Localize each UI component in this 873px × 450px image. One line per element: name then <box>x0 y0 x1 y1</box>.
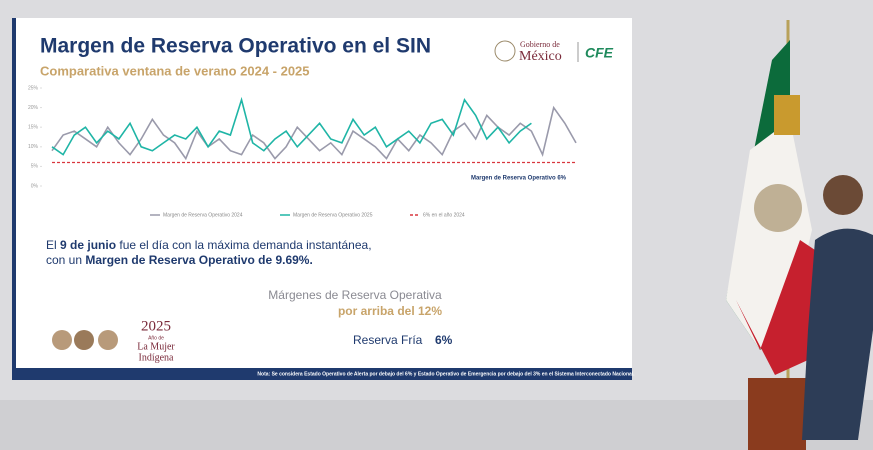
legend-label: Margen de Reserva Operativo 2025 <box>293 212 373 218</box>
body-text: El <box>46 238 60 252</box>
note: Nota: Se considera Estado Operativo de A… <box>257 371 635 377</box>
person-body <box>802 228 873 440</box>
pedestal <box>748 378 806 450</box>
body-text: con un <box>46 253 85 267</box>
series-line <box>51 96 532 156</box>
logo-mexico: México <box>519 49 562 64</box>
badge-year: 2025 <box>141 318 171 334</box>
badge-figure <box>98 330 118 350</box>
badge-small: Año de <box>148 335 164 341</box>
badge-line2: Indígena <box>139 352 175 363</box>
note-bar <box>12 368 632 380</box>
legend-label: Margen de Reserva Operativo 2024 <box>163 212 243 218</box>
body-line2: con un Margen de Reserva Operativo de 9.… <box>46 253 313 267</box>
badge-line1: La Mujer <box>137 341 175 352</box>
person-head <box>823 175 863 215</box>
slide <box>12 18 632 380</box>
margins-line2: por arriba del 12% <box>338 304 442 318</box>
chart-title: Margen de Reserva Operativo en el SIN <box>40 35 431 58</box>
body-line1: El 9 de junio fue el día con la máxima d… <box>46 238 372 252</box>
badge-figure <box>52 330 72 350</box>
legend-label: 6% en el año 2024 <box>423 212 465 218</box>
chart-subtitle: Comparativa ventana de verano 2024 - 202… <box>40 63 310 78</box>
plot: 0% 5% 10% 15% 20% 25% Margen de Reserva Operat… <box>28 85 577 218</box>
floor <box>0 400 873 450</box>
y-tick-label: 25% <box>28 85 39 91</box>
gob-logo <box>494 40 516 62</box>
logo-gobierno: Gobierno de <box>520 40 560 49</box>
y-tick-label: 10% <box>28 144 39 150</box>
body-text: 9 de junio <box>60 238 116 252</box>
margins-line1: Márgenes de Reserva Operativa <box>268 288 442 302</box>
flag-tassel <box>774 95 800 135</box>
flag-red <box>736 240 815 375</box>
flag-emblem <box>754 184 802 232</box>
reserve-label: Reserva Fría <box>353 333 423 347</box>
y-tick-label: 5% <box>31 164 39 170</box>
body-text: Margen de Reserva Operativo de 9.69%. <box>85 253 312 267</box>
y-tick-label: 15% <box>28 125 39 131</box>
body-text: fue el día con la máxima demanda instant… <box>116 238 372 252</box>
annotation: Margen de Reserva Operativo 6% <box>471 176 567 182</box>
slide-edge <box>12 18 16 374</box>
badge: 2025 Año de La Mujer Indígena <box>52 318 175 363</box>
y-tick-label: 20% <box>28 105 39 111</box>
badge-figure <box>74 330 94 350</box>
y-tick-label: 0% <box>31 183 39 189</box>
reserve-value: 6% <box>435 333 453 347</box>
logo-cfe: CFE <box>585 45 614 61</box>
